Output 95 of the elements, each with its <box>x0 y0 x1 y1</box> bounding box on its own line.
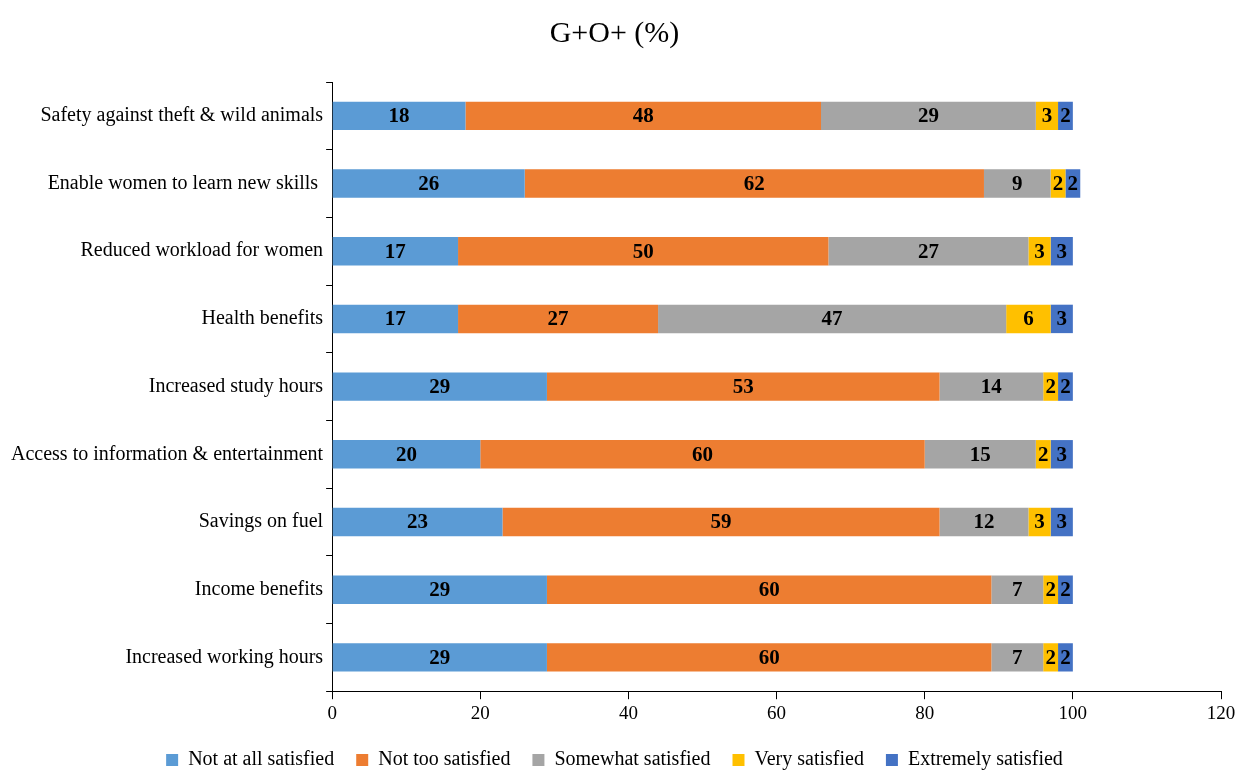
bar <box>332 237 459 266</box>
data-label: 2 <box>1045 374 1056 399</box>
x-tick-label: 20 <box>470 701 490 723</box>
bar <box>991 575 1044 604</box>
data-label: 3 <box>1034 509 1045 534</box>
data-label: 2 <box>1045 577 1056 602</box>
data-label: 12 <box>973 509 995 534</box>
bar <box>821 101 1036 131</box>
bar <box>332 101 466 131</box>
data-label: 20 <box>395 441 417 466</box>
x-tick-label: 0 <box>327 701 337 723</box>
y-tick-label: Safety against theft & wild animals <box>40 103 324 127</box>
data-label: 26 <box>418 170 440 195</box>
legend-label: Extremely satisfied <box>907 747 1063 771</box>
data-label: 18 <box>388 103 410 128</box>
data-label: 3 <box>1041 103 1053 128</box>
data-label: 50 <box>632 238 654 263</box>
bar <box>939 507 1029 537</box>
data-label: 2 <box>1060 374 1071 399</box>
data-label: 27 <box>547 306 569 331</box>
data-label: 29 <box>429 577 451 602</box>
data-label: 29 <box>429 644 451 669</box>
data-label: 2 <box>1045 644 1056 669</box>
bar <box>991 643 1044 672</box>
data-label: 9 <box>1012 170 1023 195</box>
bar <box>332 169 525 198</box>
y-tick-label: Access to information & entertainment <box>10 441 324 464</box>
bar <box>332 372 547 401</box>
legend-label: Not too satisfied <box>378 747 511 770</box>
y-tick-label: Increased study hours <box>148 373 324 397</box>
data-label: 62 <box>743 170 765 195</box>
y-tick-label: Health benefits <box>201 306 324 329</box>
data-label: 17 <box>384 306 406 331</box>
data-label: 48 <box>632 103 654 128</box>
bar <box>546 372 940 401</box>
data-label: 2 <box>1052 170 1064 195</box>
bar <box>465 101 822 131</box>
bar <box>332 440 481 469</box>
data-label: 3 <box>1056 306 1067 331</box>
y-tick-label: Savings on fuel <box>198 509 324 533</box>
data-label: 2 <box>1067 170 1079 195</box>
data-label: 2 <box>1060 103 1071 128</box>
bar <box>924 440 1036 469</box>
data-label: 60 <box>691 441 713 466</box>
bar <box>502 507 940 537</box>
x-tick-label: 120 <box>1206 701 1236 723</box>
data-label: 23 <box>407 509 429 534</box>
chart-title: G+O+ (%) <box>549 14 680 49</box>
data-label: 29 <box>429 374 451 399</box>
data-label: 7 <box>1012 644 1023 669</box>
bar <box>458 237 829 266</box>
bar <box>480 440 925 469</box>
y-tick-label: Income benefits <box>194 576 324 599</box>
bar <box>1006 304 1051 334</box>
legend-label: Not at all satisfied <box>188 747 335 770</box>
legend-label: Very satisfied <box>754 747 864 771</box>
data-label: 53 <box>732 374 754 399</box>
x-tick-label: 40 <box>618 701 638 723</box>
bar <box>332 643 547 672</box>
data-label: 3 <box>1056 441 1067 466</box>
bar <box>458 304 659 334</box>
data-label: 59 <box>710 509 732 534</box>
bar <box>658 304 1007 334</box>
data-label: 3 <box>1056 238 1067 263</box>
bar <box>546 643 992 672</box>
bar <box>983 169 1051 198</box>
y-tick-label: Enable women to learn new skills <box>47 170 324 193</box>
x-tick-label: 100 <box>1058 701 1088 723</box>
data-label: 15 <box>969 441 991 466</box>
data-label: 3 <box>1034 238 1045 263</box>
data-label: 7 <box>1012 577 1023 602</box>
bar <box>828 237 1029 266</box>
bar <box>332 304 459 334</box>
data-label: 27 <box>917 238 939 263</box>
data-label: 3 <box>1056 509 1067 534</box>
data-label: 29 <box>917 103 939 128</box>
data-label: 2 <box>1037 441 1049 466</box>
x-tick-label: 60 <box>767 701 787 723</box>
data-label: 17 <box>384 238 406 263</box>
bar <box>332 507 503 537</box>
bar <box>524 169 984 198</box>
bar <box>546 575 992 604</box>
data-label: 47 <box>821 306 843 331</box>
data-label: 60 <box>758 577 780 602</box>
y-tick-label: Increased working hours <box>125 644 324 668</box>
data-label: 14 <box>980 374 1003 399</box>
y-tick-label: Reduced workload for women <box>80 238 324 261</box>
legend-label: Somewhat satisfied <box>554 747 711 770</box>
data-label: 2 <box>1060 577 1071 602</box>
data-label: 2 <box>1060 644 1071 669</box>
data-label: 60 <box>758 644 780 669</box>
bar <box>939 372 1044 401</box>
bar <box>332 575 547 604</box>
data-label: 6 <box>1023 306 1034 331</box>
x-tick-label: 80 <box>915 701 935 723</box>
